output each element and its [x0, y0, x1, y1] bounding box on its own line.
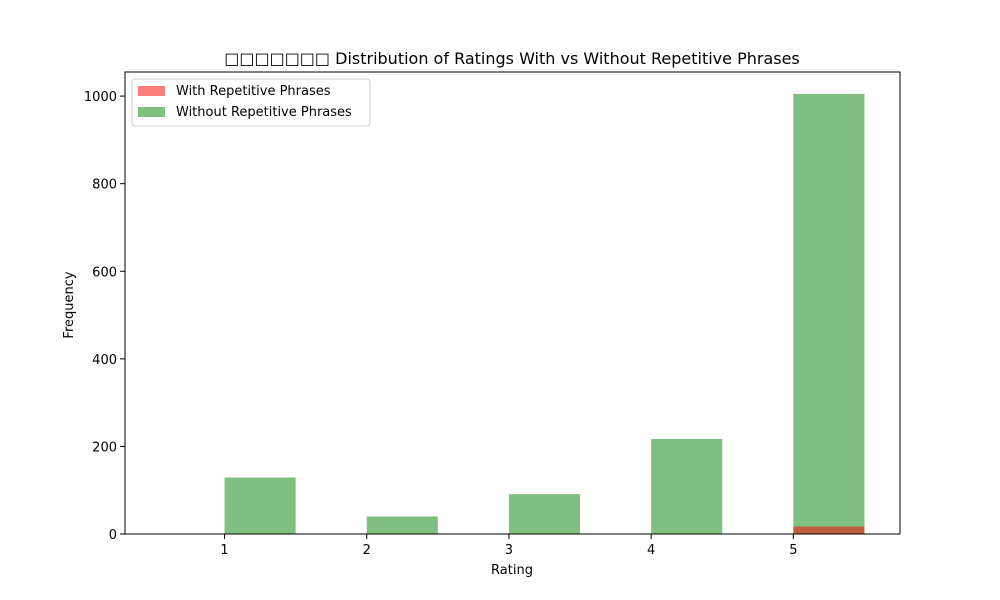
- y-tick-label: 600: [92, 265, 117, 280]
- x-axis: 1 2 3 4 5: [220, 534, 797, 558]
- bar-without-repetitive-phrases-5: [793, 93, 865, 534]
- y-tick-label: 800: [92, 178, 117, 193]
- y-tick-label: 1000: [84, 90, 117, 105]
- legend-box: [131, 78, 371, 127]
- legend-swatch: [138, 107, 165, 117]
- legend-label: Without Repetitive Phrases: [176, 105, 352, 120]
- bar-with-repetitive-phrases-5: [793, 526, 865, 534]
- y-tick-label: 200: [92, 440, 117, 455]
- bars-layer: [224, 93, 865, 534]
- legend-swatch: [138, 86, 165, 96]
- plot-area-frame: [124, 71, 901, 535]
- bar-without-repetitive-phrases-2: [366, 516, 438, 534]
- bar-without-repetitive-phrases-3: [508, 494, 581, 534]
- x-tick-label: 3: [505, 543, 513, 558]
- y-tick-label: 400: [92, 353, 117, 368]
- y-tick-label: 0: [109, 528, 117, 543]
- x-axis-label: Rating: [491, 563, 533, 578]
- legend: With Repetitive Phrases Without Repetitiv…: [131, 78, 371, 127]
- y-axis-label: Frequency: [62, 271, 77, 338]
- x-tick-label: 4: [647, 543, 655, 558]
- x-tick-label: 1: [220, 543, 228, 558]
- bar-without-repetitive-phrases-1: [224, 477, 296, 534]
- legend-label: With Repetitive Phrases: [176, 84, 331, 99]
- x-tick-label: 2: [363, 543, 371, 558]
- y-axis: 0 200 400 600 800 1000: [84, 90, 125, 543]
- chart-title: □□□□□□□ Distribution of Ratings With vs …: [224, 49, 800, 68]
- bar-without-repetitive-phrases-4: [651, 438, 723, 534]
- x-tick-label: 5: [789, 543, 797, 558]
